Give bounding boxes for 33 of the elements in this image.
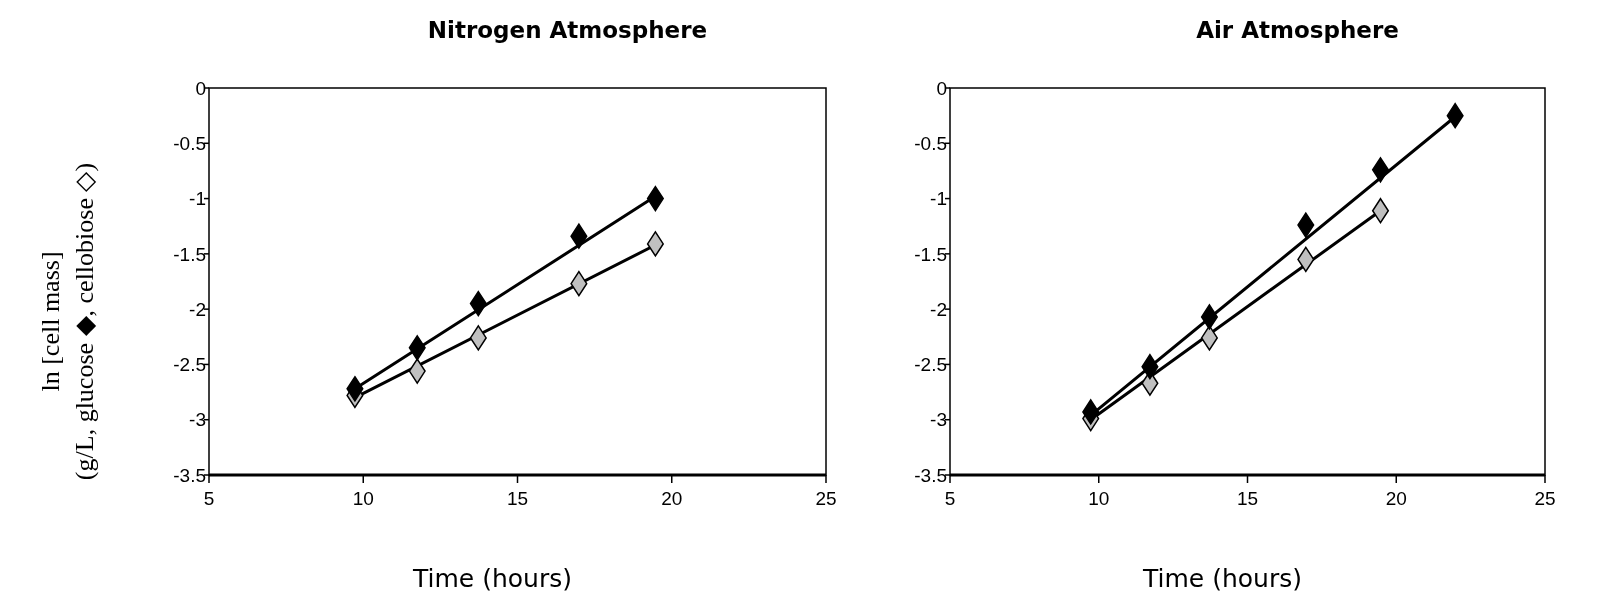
point bbox=[1371, 157, 1390, 183]
chart-title: Air Atmosphere bbox=[1196, 17, 1399, 43]
y-tick-label: -3.5 bbox=[173, 464, 206, 486]
x-tick-label: 25 bbox=[815, 488, 837, 509]
x-tick-label: 15 bbox=[1236, 488, 1259, 509]
x-tick-label: 25 bbox=[1534, 488, 1556, 509]
y-tick-label: -1.5 bbox=[914, 243, 947, 265]
x-tick-label: 5 bbox=[203, 488, 215, 509]
x-axis-title: Time (hours) bbox=[1142, 564, 1302, 593]
point bbox=[1371, 197, 1390, 224]
y-tick-label: -3 bbox=[930, 409, 947, 431]
x-tick-label: 10 bbox=[352, 488, 374, 509]
y-tick-label: -2 bbox=[930, 298, 947, 320]
y-tick-label: 0 bbox=[195, 77, 206, 99]
x-axis-title: Time (hours) bbox=[412, 564, 572, 593]
x-tick-label: 5 bbox=[944, 488, 956, 509]
y-tick-label: -2 bbox=[189, 298, 206, 320]
x-tick-label: 15 bbox=[506, 488, 529, 509]
y-tick-label: -2.5 bbox=[914, 354, 947, 376]
y-tick-label: 0 bbox=[936, 77, 947, 99]
y-axis-title: ln [cell mass] (g/L, glucose ◆, cellobiose ◇) bbox=[36, 162, 99, 481]
y-tick-label: -3.5 bbox=[914, 464, 947, 486]
y-tick-label: -1 bbox=[930, 188, 947, 210]
x-tick-label: 20 bbox=[1385, 488, 1407, 509]
x-tick-label: 20 bbox=[661, 488, 683, 509]
y-tick-label: -0.5 bbox=[914, 132, 947, 154]
y-tick-label: -1 bbox=[189, 188, 206, 210]
chart-title: Nitrogen Atmosphere bbox=[427, 17, 708, 43]
x-tick-label: 10 bbox=[1088, 488, 1110, 509]
y-tick-label: -1.5 bbox=[173, 243, 206, 265]
y-tick-label: -2.5 bbox=[173, 354, 206, 376]
y-tick-label: -3 bbox=[189, 409, 206, 431]
y-tick-label: -0.5 bbox=[173, 132, 206, 154]
